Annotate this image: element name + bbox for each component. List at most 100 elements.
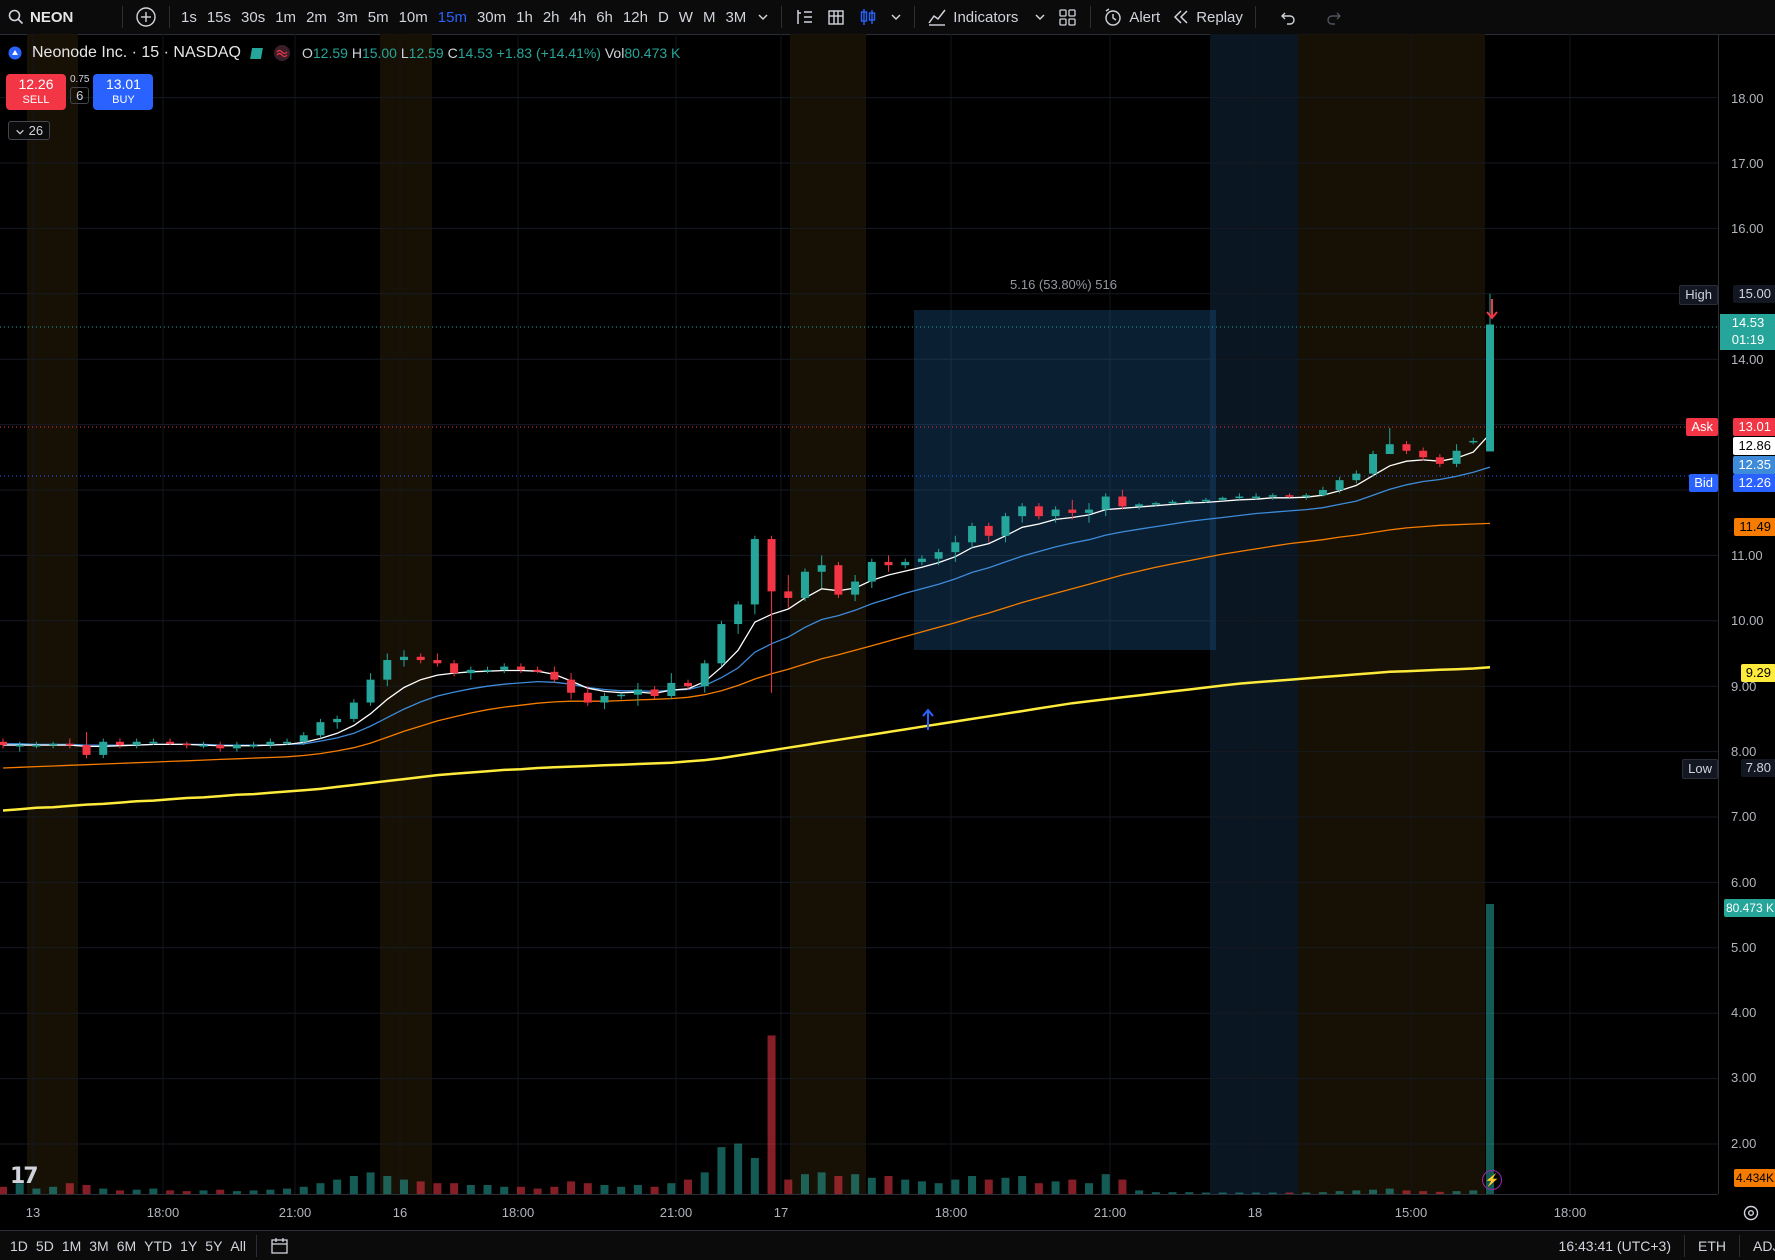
interval-D[interactable]: D bbox=[657, 8, 669, 26]
volume-bar bbox=[1151, 1192, 1160, 1194]
interval-3M[interactable]: 3M bbox=[725, 8, 747, 26]
interval-12h[interactable]: 12h bbox=[622, 8, 648, 26]
indicators-collapse-button[interactable]: 26 bbox=[8, 121, 51, 140]
interval-W[interactable]: W bbox=[678, 8, 693, 26]
chart-pane[interactable]: Neonode Inc. · 15 · NASDAQ O12.59 H15.00… bbox=[0, 34, 1718, 1194]
candle-body bbox=[199, 745, 208, 747]
candle-body bbox=[1001, 516, 1010, 536]
time-label: 15:00 bbox=[1394, 1205, 1428, 1220]
divider bbox=[1090, 6, 1092, 28]
range-all[interactable]: All bbox=[230, 1237, 246, 1254]
interval-10m[interactable]: 10m bbox=[398, 8, 428, 26]
change-value: +1.83 (+14.41%) bbox=[496, 45, 601, 61]
range-1m[interactable]: 1M bbox=[61, 1237, 82, 1254]
range-ytd[interactable]: YTD bbox=[144, 1237, 173, 1254]
range-5d[interactable]: 5D bbox=[35, 1237, 54, 1254]
buy-button[interactable]: 13.01 BUY bbox=[93, 74, 154, 110]
adjust-button[interactable]: ADJ bbox=[1753, 1237, 1775, 1254]
search-icon bbox=[8, 9, 24, 25]
symbol-title[interactable]: Neonode Inc. · 15 · NASDAQ bbox=[32, 44, 241, 61]
candle-body bbox=[1252, 496, 1261, 499]
time-axis[interactable]: 13 18:00 21:00 16 18:00 21:00 17 18:00 21:00 18 15… bbox=[0, 1194, 1759, 1231]
volume-bar bbox=[333, 1179, 342, 1194]
interval-4h[interactable]: 4h bbox=[569, 8, 587, 26]
bar-style-button[interactable] bbox=[788, 0, 820, 34]
interval-2m[interactable]: 2m bbox=[306, 8, 327, 26]
candle-body bbox=[800, 571, 809, 598]
price-tick: 11.00 bbox=[1731, 548, 1763, 563]
range-6m[interactable]: 6M bbox=[116, 1237, 137, 1254]
interval-M[interactable]: M bbox=[702, 8, 716, 26]
range-3m[interactable]: 3M bbox=[89, 1237, 109, 1254]
redo-button[interactable] bbox=[1320, 0, 1350, 34]
undo-button[interactable] bbox=[1272, 0, 1302, 34]
candles-icon bbox=[861, 9, 876, 25]
time-label: 21:00 bbox=[1093, 1205, 1127, 1220]
candle-body bbox=[65, 743, 74, 746]
interval-6h[interactable]: 6h bbox=[596, 8, 613, 26]
interval-5m[interactable]: 5m bbox=[367, 8, 389, 26]
range-1d[interactable]: 1D bbox=[10, 1237, 28, 1254]
volume-bar bbox=[249, 1190, 258, 1194]
candle-body bbox=[49, 743, 58, 746]
interval-30s[interactable]: 30s bbox=[241, 8, 266, 26]
measure-label: 5.16 (53.80%) 516 bbox=[1010, 277, 1117, 292]
session-button[interactable]: ETH bbox=[1698, 1237, 1726, 1254]
candle-body bbox=[1318, 490, 1327, 496]
clock[interactable]: 16:43:41 (UTC+3) bbox=[1558, 1237, 1671, 1254]
volume-bar bbox=[366, 1172, 375, 1194]
volume-ma-tag: 4.434K bbox=[1733, 1169, 1775, 1187]
volume-bar bbox=[901, 1179, 910, 1194]
interval-15s[interactable]: 15s bbox=[206, 8, 232, 26]
volume-bar bbox=[867, 1177, 876, 1194]
candle-body bbox=[734, 604, 743, 625]
alert-button[interactable]: Alert bbox=[1097, 0, 1166, 34]
interval-2h[interactable]: 2h bbox=[542, 8, 560, 26]
ma-orange-tag: 11.49 bbox=[1734, 518, 1775, 536]
volume-bar bbox=[1101, 1174, 1110, 1194]
volume-bar bbox=[1135, 1190, 1144, 1194]
session-band bbox=[790, 34, 866, 1194]
interval-15m[interactable]: 15m bbox=[437, 8, 467, 26]
settings-icon[interactable] bbox=[1742, 1204, 1760, 1222]
bottom-toolbar: 1D 5D 1M 3M 6M YTD 1Y 5Y All 16:43:41 (UTC+3) ET… bbox=[0, 1230, 1775, 1260]
price-chart[interactable] bbox=[0, 34, 1718, 1194]
range-1y[interactable]: 1Y bbox=[180, 1237, 198, 1254]
sell-button[interactable]: 12.26 SELL bbox=[6, 74, 66, 110]
chart-type-dropdown[interactable] bbox=[884, 0, 908, 34]
replay-button[interactable]: Replay bbox=[1166, 0, 1249, 34]
interval-1h[interactable]: 1h bbox=[516, 8, 533, 26]
indicators-button[interactable]: Indicators bbox=[921, 0, 1052, 34]
quantity-input[interactable]: 6 bbox=[70, 87, 90, 104]
interval-3m[interactable]: 3m bbox=[336, 8, 358, 26]
tradingview-logo[interactable]: 17 bbox=[10, 1164, 39, 1189]
interval-30m[interactable]: 30m bbox=[476, 8, 507, 26]
goto-date-button[interactable] bbox=[263, 1236, 297, 1254]
indicator-wave-icon[interactable] bbox=[272, 44, 292, 62]
quantity-box: 0.75 6 bbox=[70, 74, 89, 104]
volume-bar bbox=[49, 1186, 58, 1194]
compare-button[interactable] bbox=[129, 0, 163, 34]
candle-body bbox=[1034, 506, 1043, 517]
candle-body bbox=[767, 539, 776, 592]
interval-1m[interactable]: 1m bbox=[275, 8, 297, 26]
templates-button[interactable] bbox=[1052, 0, 1084, 34]
divider bbox=[914, 6, 916, 28]
candle-body bbox=[667, 682, 676, 697]
volume-bar bbox=[1419, 1191, 1428, 1194]
volume-bar bbox=[516, 1186, 525, 1194]
candle-body bbox=[633, 689, 642, 695]
candle-body bbox=[1201, 499, 1210, 502]
lightning-icon[interactable]: ⚡ bbox=[1482, 1170, 1502, 1190]
candle-body bbox=[1135, 504, 1144, 507]
range-5y[interactable]: 5Y bbox=[205, 1237, 223, 1254]
spread-value: 0.75 bbox=[70, 74, 90, 85]
symbol-search[interactable]: NEON bbox=[0, 0, 116, 34]
interval-dropdown[interactable] bbox=[751, 0, 775, 34]
candles-style-button[interactable] bbox=[852, 0, 884, 34]
columns-style-button[interactable] bbox=[820, 0, 852, 34]
interval-1s[interactable]: 1s bbox=[181, 8, 197, 26]
price-axis[interactable]: 18.00 17.00 16.00 14.00 11.00 10.00 9.00 8.00 7.… bbox=[1679, 34, 1775, 1194]
candle-body bbox=[132, 741, 141, 746]
candle-body bbox=[450, 663, 459, 674]
